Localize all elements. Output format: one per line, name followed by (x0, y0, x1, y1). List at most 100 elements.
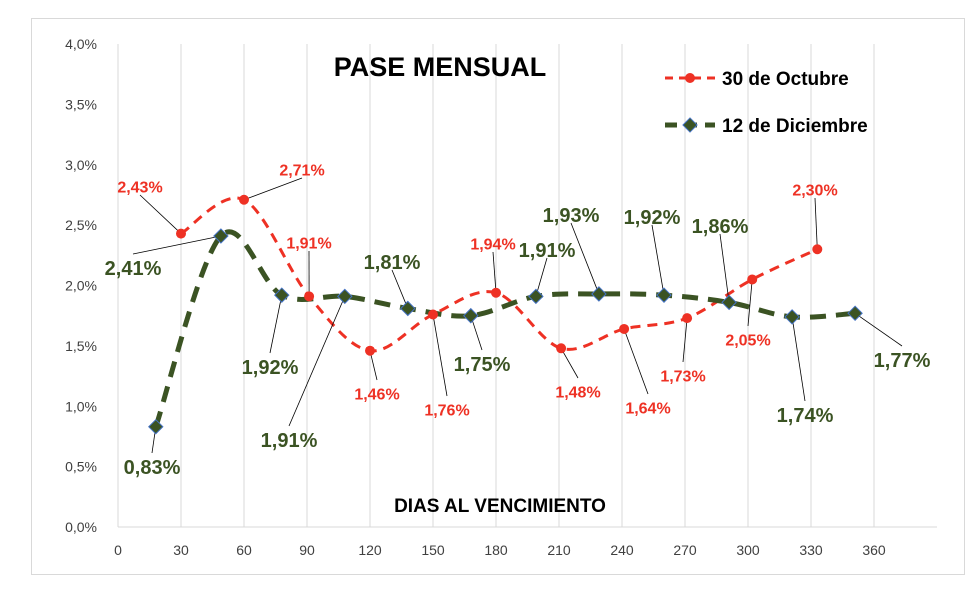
leader-line (369, 350, 378, 381)
y-tick-label: 2,5% (65, 217, 97, 233)
data-label: 2,71% (279, 163, 324, 180)
legend-label: 30 de Octubre (722, 69, 849, 90)
leader-line (132, 235, 221, 255)
x-tick-label: 120 (358, 542, 382, 558)
x-tick-label: 360 (862, 542, 886, 558)
data-point (619, 323, 630, 334)
leader-line (139, 194, 182, 234)
data-point (784, 309, 800, 325)
data-label: 1,92% (624, 207, 681, 229)
x-tick-label: 90 (299, 542, 315, 558)
y-tick-label: 2,0% (65, 278, 97, 294)
data-point (812, 244, 823, 255)
data-label: 1,64% (625, 401, 670, 418)
y-tick-label: 1,0% (65, 398, 97, 414)
data-point (176, 228, 186, 239)
x-tick-label: 330 (799, 542, 823, 558)
legend: 30 de Octubre 12 de Diciembre (665, 69, 868, 137)
data-label: 2,43% (117, 180, 162, 197)
leader-line (288, 296, 346, 427)
leader-line (269, 295, 283, 354)
data-label: 1,91% (519, 240, 576, 262)
data-label: 2,30% (792, 183, 837, 200)
data-point (491, 287, 501, 298)
leader-line (791, 316, 806, 402)
data-point (682, 313, 693, 324)
leader-line (747, 279, 753, 327)
data-label: 1,92% (242, 357, 299, 379)
data-point (556, 343, 567, 354)
data-label: 2,41% (105, 258, 162, 280)
data-point (304, 291, 315, 302)
data-point (148, 418, 164, 435)
y-tick-label: 3,0% (65, 157, 97, 173)
data-point (463, 307, 479, 324)
leader-line (814, 197, 818, 250)
chart-frame (31, 18, 965, 575)
data-point (747, 274, 758, 285)
leader-line (651, 224, 665, 296)
data-point (337, 288, 353, 305)
data-point (656, 287, 672, 303)
data-label: 1,48% (555, 385, 600, 402)
data-point (274, 287, 290, 303)
leader-line (560, 348, 579, 379)
data-point (721, 294, 737, 311)
y-tick-label: 4,0% (65, 36, 97, 52)
x-axis-label: DIAS AL VENCIMIENTO (394, 496, 606, 517)
data-point (428, 309, 438, 320)
leader-line (492, 251, 497, 293)
data-label: 1,91% (261, 430, 318, 452)
data-point (847, 305, 863, 322)
x-tick-label: 270 (673, 542, 697, 558)
x-tick-label: 180 (484, 542, 508, 558)
data-label: 1,74% (777, 405, 834, 427)
leader-line (432, 314, 448, 397)
leader-line (854, 312, 903, 347)
x-tick-label: 60 (236, 542, 252, 558)
data-label: 1,77% (874, 350, 931, 372)
legend-label: 12 de Diciembre (722, 116, 868, 137)
chart-title: PASE MENSUAL (334, 52, 547, 82)
data-label: 1,93% (543, 205, 600, 227)
x-tick-label: 300 (736, 542, 760, 558)
leader-line (535, 257, 548, 297)
leader-line (682, 318, 688, 363)
y-tick-label: 0,0% (65, 519, 97, 535)
data-point (213, 228, 229, 244)
data-label: 1,76% (424, 403, 469, 420)
x-tick-label: 150 (421, 542, 445, 558)
x-tick-label: 0 (114, 542, 122, 558)
x-tick-label: 240 (610, 542, 634, 558)
data-point (239, 194, 249, 205)
series-line-0 (180, 196, 818, 353)
data-label: 0,83% (124, 457, 181, 479)
legend-marker (682, 117, 698, 133)
data-label: 1,75% (454, 354, 511, 376)
x-tick-label: 30 (173, 542, 189, 558)
data-label: 1,46% (354, 387, 399, 404)
data-label: 1,91% (286, 236, 331, 253)
y-tick-label: 0,5% (65, 459, 97, 475)
y-tick-label: 1,5% (65, 338, 97, 354)
leader-line (243, 177, 303, 201)
data-label: 1,73% (660, 369, 705, 386)
leader-line (719, 233, 730, 303)
data-label: 1,81% (364, 252, 421, 274)
leader-line (570, 222, 600, 295)
leader-line (391, 269, 409, 309)
data-label: 1,94% (470, 237, 515, 254)
data-point (528, 288, 544, 305)
data-point (400, 300, 416, 317)
data-label: 2,05% (725, 333, 770, 350)
data-point (591, 286, 607, 302)
legend-marker (685, 73, 695, 83)
data-point (365, 345, 375, 356)
series-line-1 (153, 229, 856, 428)
leader-line (623, 328, 649, 395)
x-tick-label: 210 (547, 542, 571, 558)
y-tick-label: 3,5% (65, 96, 97, 112)
data-label: 1,86% (692, 216, 749, 238)
